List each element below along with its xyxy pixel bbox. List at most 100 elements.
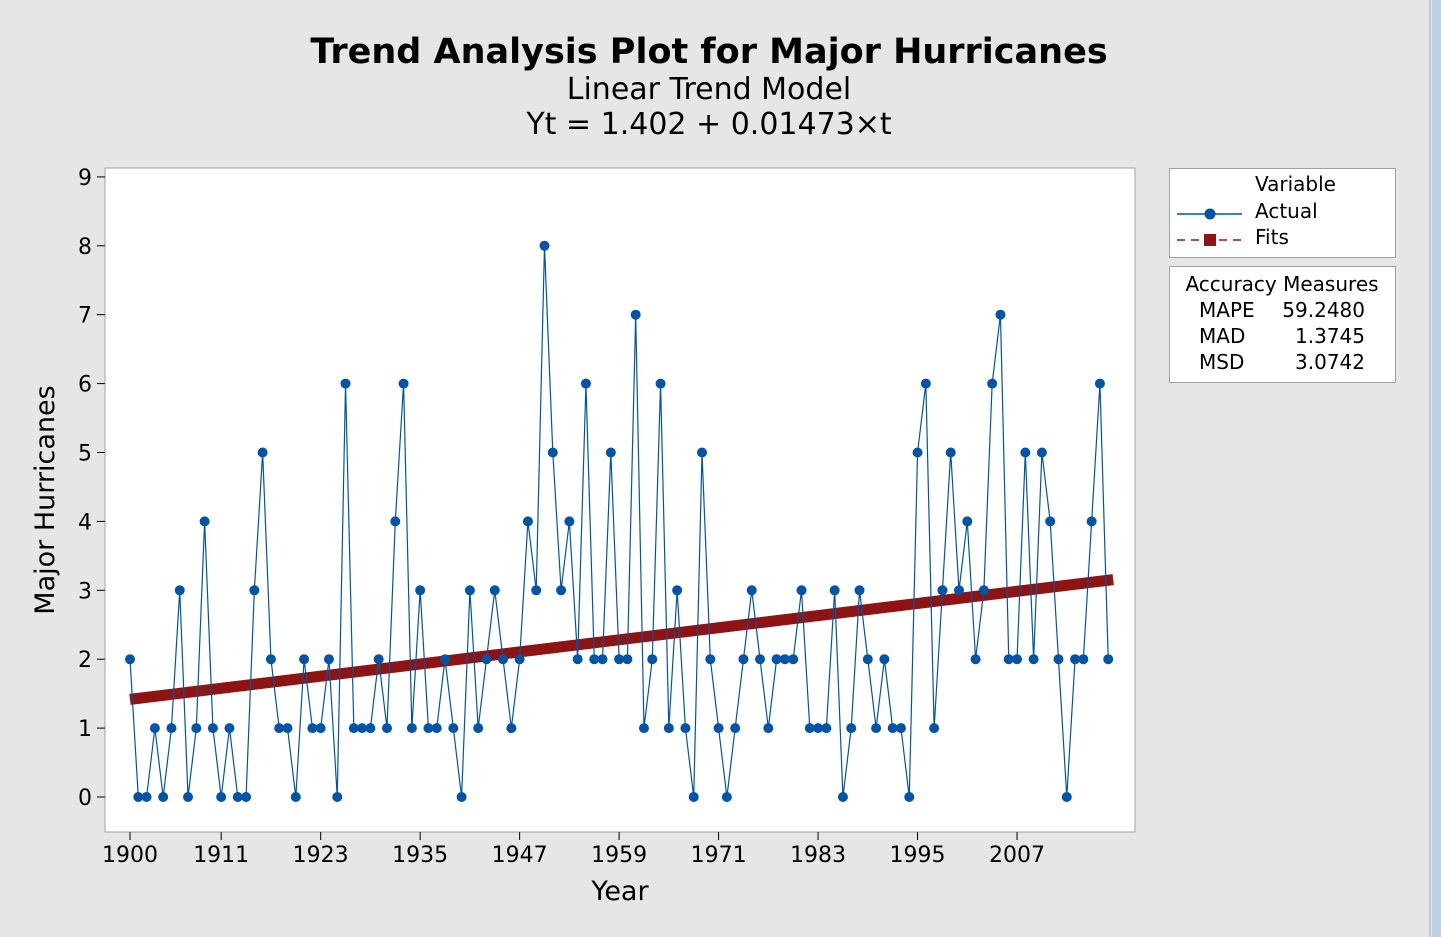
actual-point [149,723,160,734]
x-tick-label: 2007 [989,843,1045,868]
actual-point [622,654,633,665]
plot-area [104,167,1136,833]
mad-value: 1.3745 [1295,324,1365,348]
accuracy-measures: Accuracy Measures MAPE 59.2480 MAD 1.374… [1169,266,1396,383]
actual-point [929,723,940,734]
actual-point [241,792,252,802]
actual-point [1094,378,1105,389]
actual-point [199,516,210,527]
actual-point [498,654,509,665]
actual-point [556,585,567,596]
actual-point [415,585,426,596]
x-tick-label: 1900 [102,843,158,868]
actual-point [207,723,218,734]
actual-point [788,654,799,665]
actual-point [697,447,708,458]
actual-point [638,723,649,734]
actual-point [348,723,359,734]
actual-point [514,654,525,665]
actual-point [920,378,931,389]
actual-point [713,723,724,734]
actual-point [191,723,202,734]
actual-point [829,585,840,596]
actual-point [821,723,832,734]
actual-point [987,378,998,389]
actual-point [174,585,185,596]
actual-point [489,585,500,596]
actual-point [904,792,915,802]
mape-value: 59.2480 [1282,298,1365,322]
actual-point [871,723,882,734]
actual-point [531,585,542,596]
chart-equation: Yt = 1.402 + 0.01473×t [525,107,892,142]
x-tick-label: 1995 [890,843,946,868]
actual-point [580,378,591,389]
actual-point [464,585,475,596]
x-tick-label: 1911 [193,843,249,868]
actual-point [183,792,194,802]
actual-point [970,654,981,665]
y-tick-label: 5 [78,442,92,467]
actual-point [332,792,343,802]
legend-title: Variable [1255,172,1336,196]
y-tick-label: 3 [78,579,92,604]
x-tick-label: 1971 [691,843,747,868]
actual-point [1003,654,1014,665]
actual-point [456,792,467,802]
msd-label: MSD [1199,350,1244,374]
actual-point [473,723,484,734]
actual-point [274,723,285,734]
actual-point [655,378,666,389]
actual-point [597,654,608,665]
y-tick-label: 2 [78,648,92,673]
fits-series [129,574,1114,705]
y-axis: 0 1 2 3 4 5 6 7 8 9 [78,166,105,811]
actual-point [1070,654,1081,665]
actual-point [995,309,1006,320]
msd-value: 3.0742 [1295,350,1365,374]
actual-point [796,585,807,596]
actual-point [390,516,401,527]
actual-point [440,654,451,665]
actual-point [912,447,923,458]
actual-point [755,654,766,665]
panel-divider [1429,0,1431,937]
y-tick-label: 1 [78,717,92,742]
actual-point [837,792,848,802]
actual-point [481,654,492,665]
actual-point [746,585,757,596]
actual-point [357,723,368,734]
actual-point [854,585,865,596]
actual-point [771,654,782,665]
actual-point [945,447,956,458]
actual-point [323,654,334,665]
actual-point [688,792,699,802]
actual-point [315,723,326,734]
actual-point [663,723,674,734]
actual-point [133,792,144,802]
accuracy-title: Accuracy Measures [1185,272,1378,296]
actual-point [954,585,964,596]
x-tick-label: 1923 [293,843,349,868]
actual-point [141,792,152,802]
mape-label: MAPE [1199,298,1255,322]
actual-point [721,792,732,802]
legend-actual-label: Actual [1255,199,1318,223]
x-tick-label: 1935 [392,843,448,868]
actual-point [1045,516,1056,527]
legend-actual-marker [1204,208,1216,220]
actual-point [216,792,227,802]
actual-point [158,792,169,802]
actual-point [589,654,600,665]
side-panel-edge[interactable] [1432,0,1441,937]
y-tick-label: 6 [78,373,92,398]
y-tick-label: 4 [78,510,92,535]
actual-point [1036,447,1047,458]
x-axis-label: Year [590,876,649,907]
actual-point [1020,447,1031,458]
actual-point [962,516,973,527]
y-tick-label: 7 [78,304,92,329]
actual-point [365,723,376,734]
actual-point [1061,792,1072,802]
